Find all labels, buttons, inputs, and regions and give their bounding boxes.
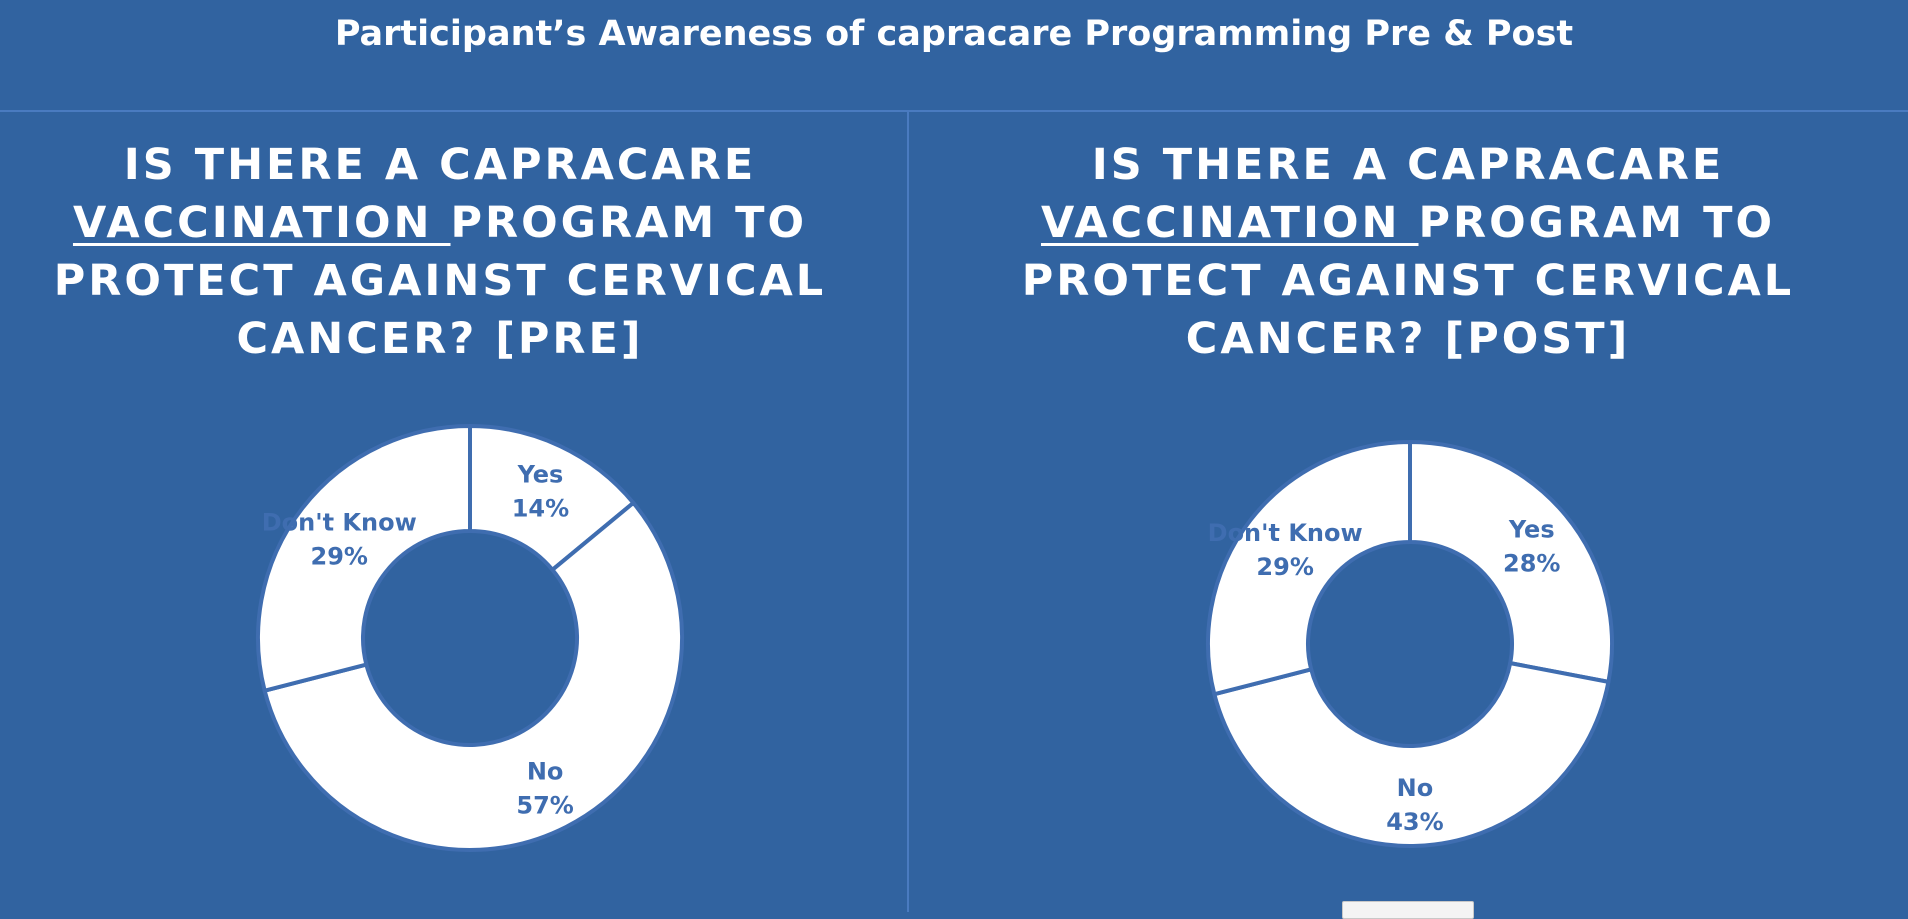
slice-label-yes: Yes 28% <box>1503 515 1560 577</box>
chart-title-line3: PROTECT AGAINST CERVICAL <box>53 256 827 306</box>
horizontal-divider <box>0 110 1908 112</box>
chart-panel-pre: IS THERE A CAPRACARE VACCINATION PROGRAM… <box>0 112 880 912</box>
slice-label-don-t-know: Don't Know 29% <box>262 509 417 571</box>
chart-title-line2-rest: PROGRAM TO <box>450 198 808 248</box>
chart-title-line4: CANCER? [PRE] <box>236 314 644 364</box>
chart-title-line2-rest: PROGRAM TO <box>1418 198 1776 248</box>
vertical-divider <box>907 111 909 912</box>
donut-chart-post: Yes 28% No 43% Don't Know 29% <box>1206 440 1614 848</box>
chart-title-underlined-word: VACCINATION <box>72 198 451 248</box>
slice-label-no: No 57% <box>516 757 573 819</box>
chart-title-line3: PROTECT AGAINST CERVICAL <box>1021 256 1795 306</box>
donut-slice-don-t-know <box>1206 440 1412 697</box>
chart-title-line1: IS THERE A CAPRACARE <box>1091 140 1725 190</box>
chart-title-underlined-word: VACCINATION <box>1040 198 1419 248</box>
page-title: Participant’s Awareness of capracare Pro… <box>334 14 1574 54</box>
donut-slice-yes <box>1408 440 1614 684</box>
chart-title-line4: CANCER? [POST] <box>1185 314 1631 364</box>
page-badge <box>1342 901 1474 919</box>
slice-label-yes: Yes 14% <box>512 460 569 522</box>
chart-title-post: IS THERE A CAPRACARE VACCINATION PROGRAM… <box>968 136 1848 368</box>
donut-slice-no <box>262 500 684 852</box>
donut-slice-no <box>1212 661 1611 848</box>
donut-slice-yes <box>468 424 636 572</box>
donut-slice-don-t-know <box>256 424 472 693</box>
slice-label-don-t-know: Don't Know 29% <box>1208 519 1363 581</box>
chart-title-line1: IS THERE A CAPRACARE <box>123 140 757 190</box>
chart-title-pre: IS THERE A CAPRACARE VACCINATION PROGRAM… <box>0 136 880 368</box>
slice-label-no: No 43% <box>1386 774 1443 836</box>
chart-panel-post: IS THERE A CAPRACARE VACCINATION PROGRAM… <box>968 112 1848 912</box>
donut-chart-pre: Yes 14% No 57% Don't Know 29% <box>256 424 684 852</box>
